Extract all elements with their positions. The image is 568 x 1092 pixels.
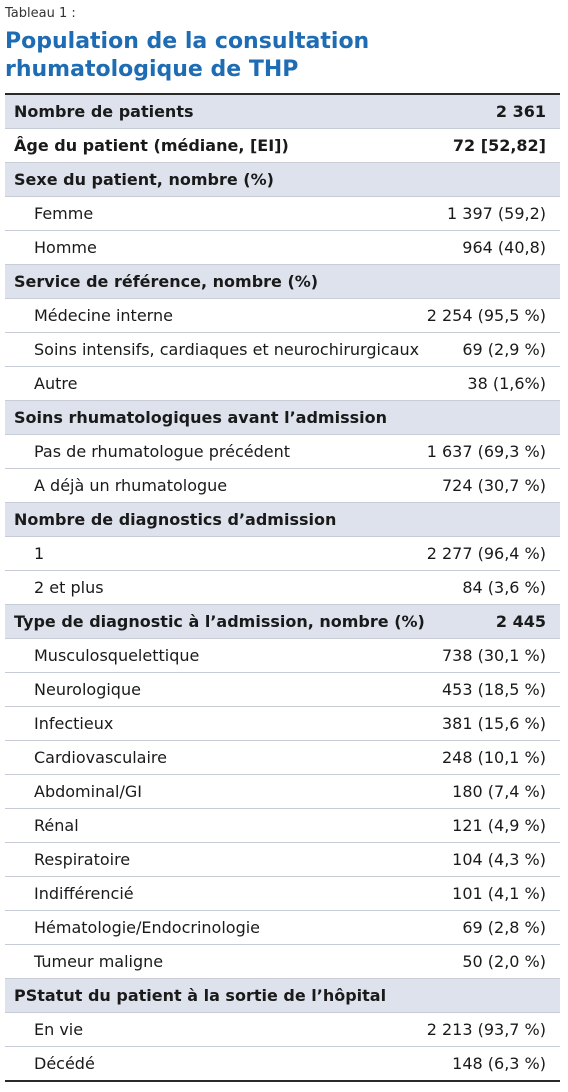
row-value: 1 637 (69,3 %) — [426, 442, 546, 461]
row: Femme 1 397 (59,2) — [5, 197, 560, 231]
row: Autre 38 (1,6%) — [5, 367, 560, 401]
row-label: Soins intensifs, cardiaques et neurochir… — [34, 340, 420, 359]
row-value: 180 (7,4 %) — [452, 782, 546, 801]
row: Infectieux 381 (15,6 %) — [5, 707, 560, 741]
row-value: 1 397 (59,2) — [447, 204, 546, 223]
section-heading: Type de diagnostic à l’admission, nombre… — [14, 612, 425, 631]
row-value: 50 (2,0 %) — [462, 952, 546, 971]
row: Homme 964 (40,8) — [5, 231, 560, 265]
row-value: 69 (2,9 %) — [462, 340, 546, 359]
row-label: Femme — [34, 204, 94, 223]
row: Abdominal/GI 180 (7,4 %) — [5, 775, 560, 809]
row: Soins intensifs, cardiaques et neurochir… — [5, 333, 560, 367]
row-label: Pas de rhumatologue précédent — [34, 442, 291, 461]
row-label: Âge du patient (médiane, [EI]) — [14, 136, 289, 155]
row-label: 1 — [34, 544, 45, 563]
row-label: 2 et plus — [34, 578, 104, 597]
row-value: 2 277 (96,4 %) — [426, 544, 546, 563]
section-row: PStatut du patient à la sortie de l’hôpi… — [5, 979, 560, 1013]
row-value: 2 254 (95,5 %) — [426, 306, 546, 325]
row: 1 2 277 (96,4 %) — [5, 537, 560, 571]
section-row: Soins rhumatologiques avant l’admission — [5, 401, 560, 435]
row-label: Infectieux — [34, 714, 114, 733]
caption: Tableau 1 : — [5, 6, 76, 21]
row-value: 453 (18,5 %) — [441, 680, 546, 699]
row: Musculosquelettique 738 (30,1 %) — [5, 639, 560, 673]
row-value: 724 (30,7 %) — [441, 476, 546, 495]
row: Âge du patient (médiane, [EI]) 72 [52,82] — [5, 129, 560, 163]
section-heading: Service de référence, nombre (%) — [14, 272, 319, 291]
row-value: 38 (1,6%) — [467, 374, 546, 393]
row-value: 964 (40,8) — [462, 238, 546, 257]
title: Population de la consultation rhumatolog… — [5, 29, 370, 82]
row-label: Homme — [34, 238, 97, 257]
section-heading: Sexe du patient, nombre (%) — [14, 170, 274, 189]
row: Neurologique 453 (18,5 %) — [5, 673, 560, 707]
row-value: 72 [52,82] — [452, 136, 546, 155]
section-row: Type de diagnostic à l’admission, nombre… — [5, 605, 560, 639]
row: Médecine interne 2 254 (95,5 %) — [5, 299, 560, 333]
section-row: Service de référence, nombre (%) — [5, 265, 560, 299]
row-value: 381 (15,6 %) — [441, 714, 546, 733]
row-label: Nombre de patients — [14, 102, 194, 121]
section-value: 2 445 — [495, 612, 546, 631]
row: Décédé 148 (6,3 %) — [5, 1047, 560, 1080]
row: 2 et plus 84 (3,6 %) — [5, 571, 560, 605]
row: Cardiovasculaire 248 (10,1 %) — [5, 741, 560, 775]
row: A déjà un rhumatologue 724 (30,7 %) — [5, 469, 560, 503]
section-heading: Nombre de diagnostics d’admission — [14, 510, 337, 529]
row-label: Décédé — [34, 1054, 95, 1073]
row: Rénal 121 (4,9 %) — [5, 809, 560, 843]
section-heading: Soins rhumatologiques avant l’admission — [14, 408, 387, 427]
row-label: Respiratoire — [34, 850, 131, 869]
row-label: Autre — [34, 374, 78, 393]
row-value: 121 (4,9 %) — [452, 816, 546, 835]
row-value: 84 (3,6 %) — [462, 578, 546, 597]
row-value: 69 (2,8 %) — [462, 918, 546, 937]
table: Nombre de patients 2 361 Âge du patient (… — [5, 93, 560, 1082]
row-label: Cardiovasculaire — [34, 748, 167, 767]
row: Nombre de patients 2 361 — [5, 95, 560, 129]
row-value: 2 361 — [495, 102, 546, 121]
row-label: En vie — [34, 1020, 84, 1039]
row-label: Rénal — [34, 816, 79, 835]
row-label: Neurologique — [34, 680, 141, 699]
row-value: 248 (10,1 %) — [441, 748, 546, 767]
section-row: Sexe du patient, nombre (%) — [5, 163, 560, 197]
row: Respiratoire 104 (4,3 %) — [5, 843, 560, 877]
row: En vie 2 213 (93,7 %) — [5, 1013, 560, 1047]
row: Indifférencié 101 (4,1 %) — [5, 877, 560, 911]
row-value: 148 (6,3 %) — [452, 1054, 546, 1073]
row: Pas de rhumatologue précédent 1 637 (69,3… — [5, 435, 560, 469]
row-label: A déjà un rhumatologue — [34, 476, 228, 495]
row-value: 101 (4,1 %) — [452, 884, 546, 903]
row-value: 738 (30,1 %) — [441, 646, 546, 665]
row-value: 2 213 (93,7 %) — [426, 1020, 546, 1039]
section-heading: PStatut du patient à la sortie de l’hôpi… — [14, 986, 387, 1005]
row-label: Médecine interne — [34, 306, 173, 325]
row: Tumeur maligne 50 (2,0 %) — [5, 945, 560, 979]
section-row: Nombre de diagnostics d’admission — [5, 503, 560, 537]
row-value: 104 (4,3 %) — [452, 850, 546, 869]
row: Hématologie/Endocrinologie 69 (2,8 %) — [5, 911, 560, 945]
row-label: Musculosquelettique — [34, 646, 200, 665]
row-label: Hématologie/Endocrinologie — [34, 918, 261, 937]
row-label: Tumeur maligne — [34, 952, 164, 971]
row-label: Indifférencié — [34, 884, 134, 903]
row-label: Abdominal/GI — [34, 782, 142, 801]
